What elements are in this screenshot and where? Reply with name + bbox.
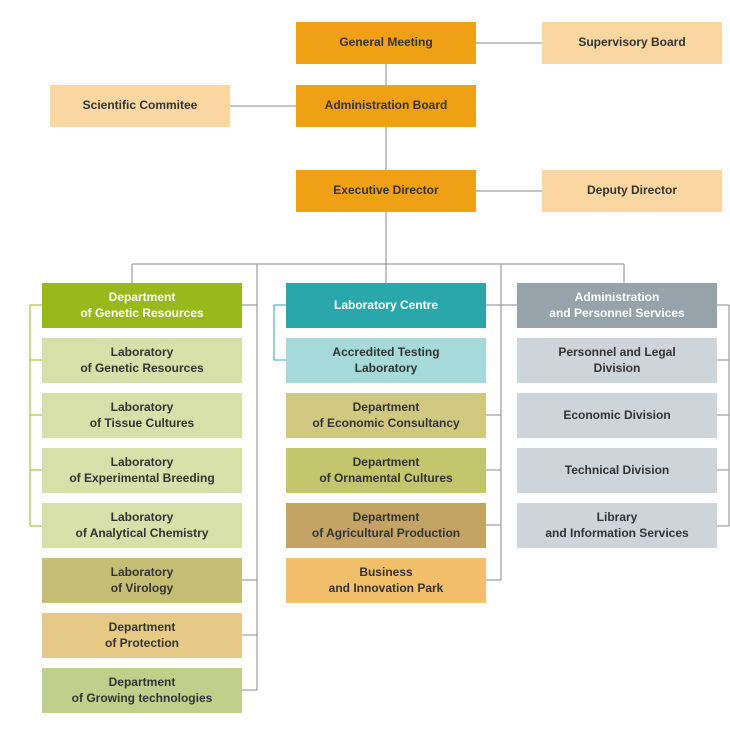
node-label: Departmentof Agricultural Production [312, 510, 460, 541]
node-dept-agri: Departmentof Agricultural Production [286, 503, 486, 548]
node-scientific-commitee: Scientific Commitee [50, 85, 230, 127]
node-general-meeting: General Meeting [296, 22, 476, 64]
node-label: Economic Division [563, 408, 670, 424]
node-label: Accredited TestingLaboratory [332, 345, 439, 376]
node-dept-economic: Departmentof Economic Consultancy [286, 393, 486, 438]
node-label: Businessand Innovation Park [329, 565, 444, 596]
node-lab-chemistry: Laboratoryof Analytical Chemistry [42, 503, 242, 548]
node-label: Departmentof Economic Consultancy [312, 400, 459, 431]
node-supervisory-board: Supervisory Board [542, 22, 722, 64]
node-label: Administrationand Personnel Services [549, 290, 684, 321]
node-label: Laboratoryof Tissue Cultures [90, 400, 194, 431]
node-dept-genetic: Departmentof Genetic Resources [42, 283, 242, 328]
node-label: Departmentof Ornamental Cultures [319, 455, 452, 486]
node-label: Libraryand Information Services [545, 510, 688, 541]
node-executive-director: Executive Director [296, 170, 476, 212]
node-admin-personnel: Administrationand Personnel Services [517, 283, 717, 328]
node-library: Libraryand Information Services [517, 503, 717, 548]
node-label: Departmentof Protection [105, 620, 179, 651]
node-dept-protection: Departmentof Protection [42, 613, 242, 658]
node-business-park: Businessand Innovation Park [286, 558, 486, 603]
node-personnel-legal: Personnel and LegalDivision [517, 338, 717, 383]
node-label: Laboratoryof Virology [111, 565, 174, 596]
node-lab-genetic: Laboratoryof Genetic Resources [42, 338, 242, 383]
node-dept-growing: Departmentof Growing technologies [42, 668, 242, 713]
node-deputy-director: Deputy Director [542, 170, 722, 212]
node-label: Deputy Director [587, 183, 677, 199]
node-technical-division: Technical Division [517, 448, 717, 493]
node-lab-virology: Laboratoryof Virology [42, 558, 242, 603]
node-label: Administration Board [325, 98, 448, 114]
node-administration-board: Administration Board [296, 85, 476, 127]
node-label: Departmentof Growing technologies [72, 675, 213, 706]
node-accredited-lab: Accredited TestingLaboratory [286, 338, 486, 383]
node-label: Laboratoryof Analytical Chemistry [76, 510, 209, 541]
node-label: Departmentof Genetic Resources [80, 290, 203, 321]
node-label: Executive Director [333, 183, 438, 199]
node-label: Technical Division [565, 463, 669, 479]
node-lab-breeding: Laboratoryof Experimental Breeding [42, 448, 242, 493]
node-label: Laboratoryof Genetic Resources [80, 345, 203, 376]
node-label: Personnel and LegalDivision [558, 345, 675, 376]
node-lab-tissue: Laboratoryof Tissue Cultures [42, 393, 242, 438]
node-economic-division: Economic Division [517, 393, 717, 438]
node-label: Laboratoryof Experimental Breeding [69, 455, 214, 486]
node-lab-centre: Laboratory Centre [286, 283, 486, 328]
node-label: Scientific Commitee [83, 98, 198, 114]
node-dept-ornamental: Departmentof Ornamental Cultures [286, 448, 486, 493]
node-label: Laboratory Centre [334, 298, 438, 314]
node-label: General Meeting [339, 35, 432, 51]
node-label: Supervisory Board [578, 35, 685, 51]
